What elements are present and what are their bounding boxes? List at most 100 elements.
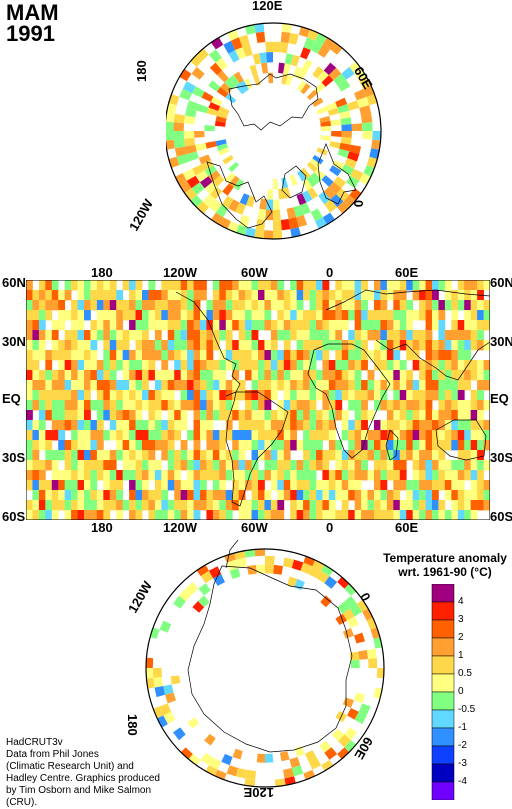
anomaly-cell [167, 440, 175, 451]
anomaly-cell [96, 380, 104, 391]
map-lat-eq-right: EQ [490, 391, 509, 406]
anomaly-cell [393, 310, 401, 321]
anomaly-cell [380, 480, 388, 491]
legend-tick-label: -2 [458, 740, 467, 751]
anomaly-cell [116, 340, 124, 351]
anomaly-cell [45, 380, 53, 391]
anomaly-cell [477, 380, 484, 391]
anomaly-cell [180, 400, 188, 411]
anomaly-cell [258, 420, 265, 431]
anomaly-cell [341, 320, 349, 331]
anomaly-cell [51, 290, 59, 301]
anomaly-cell [283, 400, 291, 411]
anomaly-cell [354, 290, 362, 301]
anomaly-cell [483, 480, 490, 491]
anomaly-cell [470, 460, 478, 471]
anomaly-cell [477, 330, 484, 341]
anomaly-cell [161, 360, 169, 371]
anomaly-cell [322, 320, 330, 331]
anomaly-cell [45, 490, 53, 501]
legend-tick-label: -1 [458, 722, 467, 733]
anomaly-cell [341, 280, 349, 291]
anomaly-cell [341, 360, 349, 371]
anomaly-cell [290, 300, 298, 311]
anomaly-cell [412, 400, 420, 411]
anomaly-cell [71, 320, 78, 331]
anomaly-cell [464, 500, 472, 511]
anomaly-cell [264, 500, 272, 511]
anomaly-cell [451, 440, 459, 451]
anomaly-cell [348, 300, 356, 311]
anomaly-cell [444, 400, 452, 411]
anomaly-cell [470, 470, 478, 481]
anomaly-cell [425, 420, 433, 431]
anomaly-cell [96, 400, 104, 411]
anomaly-cell [464, 300, 472, 311]
anomaly-cell [419, 470, 426, 481]
anomaly-cell [219, 500, 227, 511]
anomaly-cell [376, 668, 384, 679]
anomaly-cell [464, 370, 472, 381]
anomaly-cell [303, 390, 310, 401]
anomaly-cell [90, 460, 98, 471]
anomaly-cell [432, 460, 439, 471]
anomaly-cell [393, 390, 401, 401]
legend-tick-label: -3 [458, 758, 467, 769]
anomaly-cell [116, 450, 124, 461]
anomaly-cell [216, 111, 228, 119]
anomaly-cell [173, 113, 185, 124]
anomaly-cell [399, 310, 407, 321]
anomaly-cell [148, 400, 156, 411]
anomaly-cell [361, 420, 368, 431]
anomaly-cell [96, 280, 104, 291]
anomaly-cell [425, 510, 433, 520]
anomaly-cell [399, 300, 407, 311]
anomaly-cell [135, 480, 143, 491]
anomaly-cell [109, 430, 117, 441]
anomaly-cell [457, 390, 465, 401]
anomaly-cell [258, 360, 265, 371]
anomaly-cell [251, 330, 259, 341]
anomaly-cell [225, 460, 233, 471]
anomaly-cell [316, 320, 323, 331]
anomaly-cell [457, 290, 465, 301]
anomaly-cell [232, 280, 240, 291]
anomaly-cell [328, 420, 336, 431]
anomaly-cell [354, 380, 362, 391]
anomaly-cell [226, 765, 239, 777]
anomaly-cell [84, 380, 91, 391]
anomaly-cell [195, 170, 209, 183]
anomaly-cell [154, 470, 162, 481]
anomaly-cell [90, 450, 98, 461]
anomaly-cell [135, 360, 143, 371]
anomaly-cell [361, 400, 368, 411]
anomaly-cell [174, 500, 182, 511]
anomaly-cell [432, 370, 439, 381]
anomaly-cell [432, 300, 439, 311]
anomaly-cell [280, 31, 291, 43]
anomaly-cell [154, 510, 162, 520]
anomaly-cell [309, 470, 317, 481]
world-map-coastlines [175, 289, 490, 507]
anomaly-cell [71, 470, 78, 481]
anomaly-cell [361, 410, 368, 421]
anomaly-cell [167, 320, 175, 331]
anomaly-cell [328, 300, 336, 311]
anomaly-cell [483, 340, 490, 351]
anomaly-cell [122, 440, 130, 451]
anomaly-cell [90, 350, 98, 361]
anomaly-cell [361, 510, 368, 520]
anomaly-cell [64, 420, 72, 431]
anomaly-cell [438, 370, 446, 381]
anomaly-cell [212, 450, 220, 461]
anomaly-cell [438, 330, 446, 341]
anomaly-cell [256, 564, 265, 574]
anomaly-cell [451, 500, 459, 511]
anomaly-cell [38, 430, 46, 441]
anomaly-cell [464, 400, 472, 411]
anomaly-cell [270, 410, 278, 421]
anomaly-cell [219, 470, 227, 481]
anomaly-cell [238, 500, 246, 511]
anomaly-cell [328, 340, 336, 351]
anomaly-cell [135, 510, 143, 520]
